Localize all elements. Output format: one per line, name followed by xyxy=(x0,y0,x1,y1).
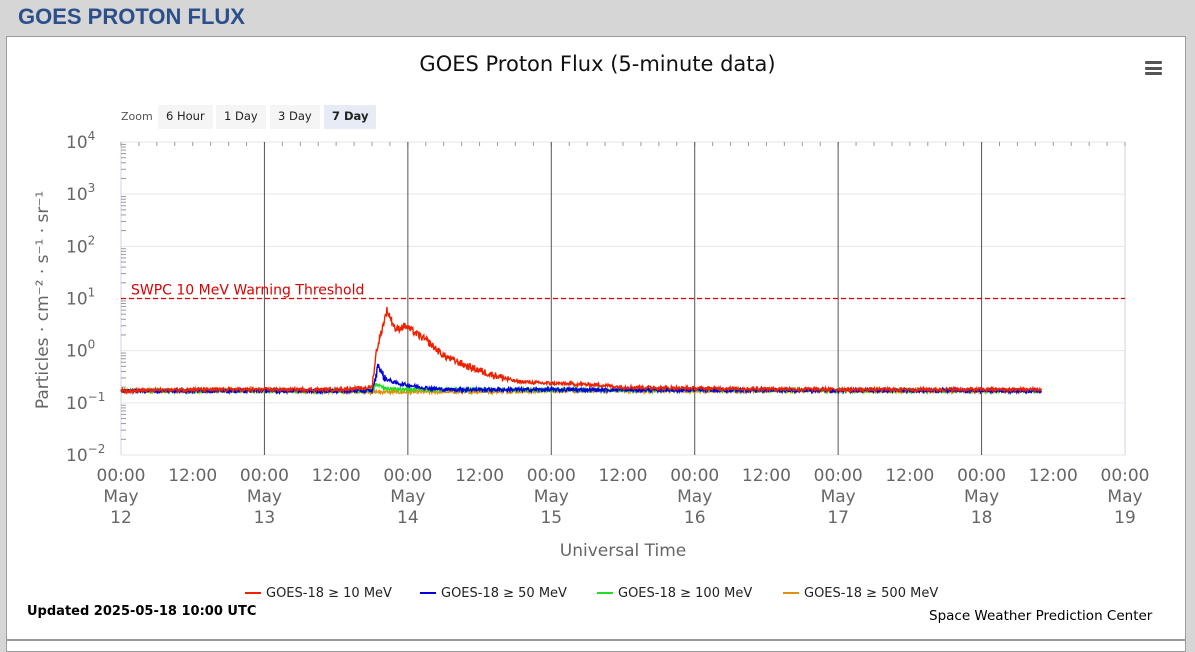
menu-icon[interactable] xyxy=(1145,61,1162,75)
chart-title: GOES Proton Flux (5-minute data) xyxy=(419,52,776,76)
zoom-label: Zoom xyxy=(121,110,153,123)
zoom-7-day-button[interactable]: 7 Day xyxy=(324,105,377,129)
legend-item-50mev[interactable]: GOES-18 ≥ 50 MeV xyxy=(420,586,567,601)
y-tick-label: 103 xyxy=(66,181,95,205)
x-tick-day: 14 xyxy=(397,508,419,528)
y-axis-title: Particles · cm⁻² · s⁻¹ · sr⁻¹ xyxy=(33,191,53,409)
y-tick-label: 100 xyxy=(66,338,95,362)
x-tick-time: 12:00 xyxy=(455,466,504,486)
x-tick-time: 12:00 xyxy=(312,466,361,486)
y-tick-label: 104 xyxy=(66,129,95,153)
x-tick-time: 00:00 xyxy=(1101,466,1150,486)
x-tick-month: May xyxy=(247,487,282,507)
x-tick-month: May xyxy=(534,487,569,507)
y-tick-label: 10−2 xyxy=(66,442,105,466)
y-tick-label: 102 xyxy=(66,233,95,257)
x-axis-title: Universal Time xyxy=(560,541,686,561)
legend-swatch xyxy=(783,591,799,594)
zoom-3-day-button[interactable]: 3 Day xyxy=(270,105,320,129)
legend-swatch xyxy=(597,591,613,594)
legend-label: GOES-18 ≥ 10 MeV xyxy=(266,586,392,601)
y-tick-label: 101 xyxy=(66,286,95,310)
x-tick-time: 00:00 xyxy=(670,466,719,486)
legend-item-10mev[interactable]: GOES-18 ≥ 10 MeV xyxy=(245,586,392,601)
x-tick-month: May xyxy=(821,487,856,507)
x-tick-day: 17 xyxy=(827,508,849,528)
x-tick-month: May xyxy=(677,487,712,507)
x-tick-day: 12 xyxy=(110,508,132,528)
x-tick-month: May xyxy=(1107,487,1142,507)
legend-label: GOES-18 ≥ 100 MeV xyxy=(618,586,753,601)
x-tick-day: 16 xyxy=(684,508,706,528)
x-tick-time: 12:00 xyxy=(885,466,934,486)
x-tick-month: May xyxy=(103,487,138,507)
x-tick-day: 15 xyxy=(540,508,562,528)
page-title: GOES PROTON FLUX xyxy=(18,4,245,29)
series-line xyxy=(120,306,1042,395)
x-tick-time: 12:00 xyxy=(742,466,791,486)
credit-text: Space Weather Prediction Center xyxy=(929,608,1153,624)
x-tick-time: 00:00 xyxy=(814,466,863,486)
legend-label: GOES-18 ≥ 50 MeV xyxy=(441,586,567,601)
x-tick-time: 12:00 xyxy=(1029,466,1078,486)
legend-item-500mev[interactable]: GOES-18 ≥ 500 MeV xyxy=(783,586,938,601)
x-tick-time: 00:00 xyxy=(240,466,289,486)
x-tick-month: May xyxy=(390,487,425,507)
x-tick-day: 19 xyxy=(1114,508,1136,528)
legend-swatch xyxy=(420,591,436,594)
legend-swatch xyxy=(245,591,261,594)
zoom-6-hour-button[interactable]: 6 Hour xyxy=(158,105,213,129)
y-tick-label: 10−1 xyxy=(66,390,105,414)
x-tick-day: 13 xyxy=(254,508,276,528)
zoom-1-day-button[interactable]: 1 Day xyxy=(216,105,266,129)
x-tick-time: 00:00 xyxy=(97,466,146,486)
legend-item-100mev[interactable]: GOES-18 ≥ 100 MeV xyxy=(597,586,752,601)
chart-panel xyxy=(6,36,1186,640)
threshold-label: SWPC 10 MeV Warning Threshold xyxy=(131,283,364,299)
x-tick-time: 12:00 xyxy=(599,466,648,486)
x-tick-time: 00:00 xyxy=(957,466,1006,486)
x-tick-time: 00:00 xyxy=(527,466,576,486)
updated-timestamp: Updated 2025-05-18 10:00 UTC xyxy=(27,604,257,619)
x-tick-month: May xyxy=(964,487,999,507)
x-tick-time: 12:00 xyxy=(168,466,217,486)
x-tick-time: 00:00 xyxy=(383,466,432,486)
legend-label: GOES-18 ≥ 500 MeV xyxy=(804,586,939,601)
x-tick-day: 18 xyxy=(971,508,993,528)
